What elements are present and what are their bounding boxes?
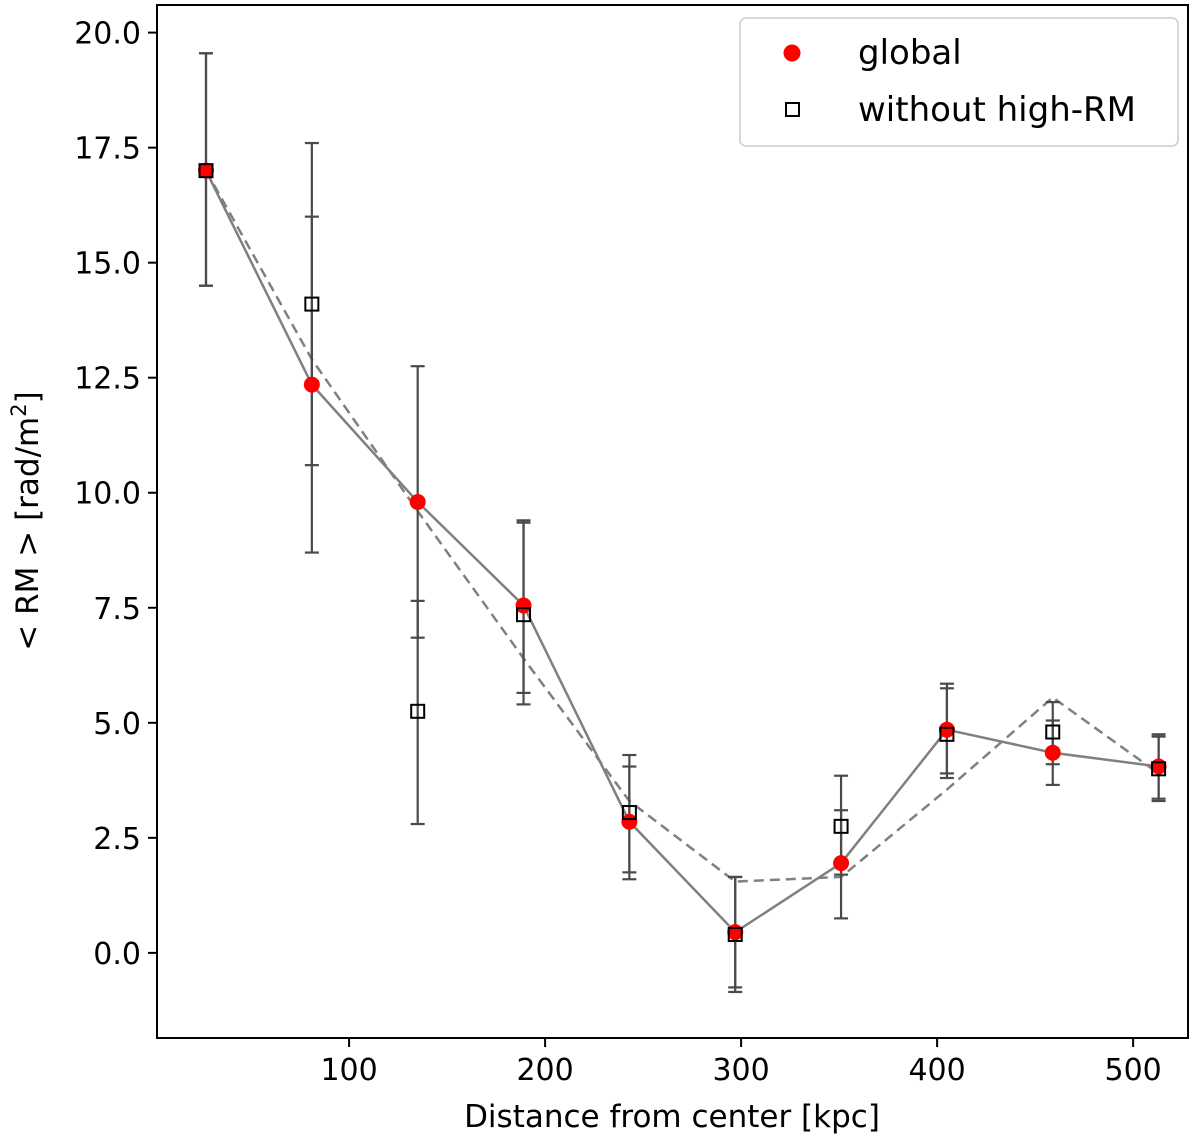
y-tick-label: 5.0 bbox=[93, 707, 141, 742]
point-without-high-rm bbox=[198, 163, 214, 179]
x-tick-label: 100 bbox=[320, 1053, 377, 1088]
legend-box bbox=[739, 17, 1179, 147]
x-tick-label: 200 bbox=[516, 1053, 573, 1088]
y-tick-label: 0.0 bbox=[93, 937, 141, 972]
legend-label-global: global bbox=[858, 33, 962, 73]
point-without-high-rm bbox=[939, 726, 955, 742]
point-global bbox=[1044, 744, 1061, 761]
y-axis-label: < RM > [rad/m2] bbox=[7, 391, 46, 650]
line-global bbox=[204, 170, 1159, 934]
point-without-high-rm bbox=[410, 703, 426, 719]
y-tick-label: 15.0 bbox=[74, 247, 141, 282]
x-tick-label: 400 bbox=[908, 1053, 965, 1088]
point-without-high-rm bbox=[304, 296, 320, 312]
point-without-high-rm bbox=[1151, 761, 1167, 777]
point-global bbox=[938, 721, 955, 738]
legend: global without high-RM bbox=[739, 17, 1179, 147]
legend-marker-global bbox=[783, 44, 801, 62]
point-without-high-rm bbox=[833, 818, 849, 834]
x-tick-label: 300 bbox=[712, 1053, 769, 1088]
y-tick-label: 12.5 bbox=[74, 362, 141, 397]
point-without-high-rm bbox=[516, 607, 532, 623]
x-axis-label: Distance from center [kpc] bbox=[464, 1099, 880, 1135]
y-tick-label: 20.0 bbox=[74, 17, 141, 52]
plot-area bbox=[198, 52, 1167, 994]
point-global bbox=[833, 855, 850, 872]
axis-ticks: 100 200 300 400 500 0.0 2.5 5.0 7.5 10.0 12.5 15.0 1… bbox=[74, 17, 1162, 1088]
point-global bbox=[621, 813, 638, 830]
point-without-high-rm bbox=[1045, 724, 1061, 740]
axes-frame bbox=[156, 4, 1189, 1039]
point-global bbox=[515, 597, 532, 614]
y-tick-label: 17.5 bbox=[74, 132, 141, 167]
x-tick-label: 500 bbox=[1104, 1053, 1161, 1088]
y-tick-label: 7.5 bbox=[93, 592, 141, 627]
point-global bbox=[198, 162, 215, 179]
y-tick-label: 10.0 bbox=[74, 477, 141, 512]
point-global bbox=[303, 376, 320, 393]
point-global bbox=[409, 493, 426, 510]
legend-marker-without-high-rm bbox=[785, 102, 800, 117]
point-without-high-rm bbox=[727, 926, 743, 942]
point-without-high-rm bbox=[621, 805, 637, 821]
y-tick-label: 2.5 bbox=[93, 822, 141, 857]
line-without-high-rm bbox=[204, 170, 1160, 883]
legend-label-without-high-rm: without high-RM bbox=[858, 90, 1136, 130]
